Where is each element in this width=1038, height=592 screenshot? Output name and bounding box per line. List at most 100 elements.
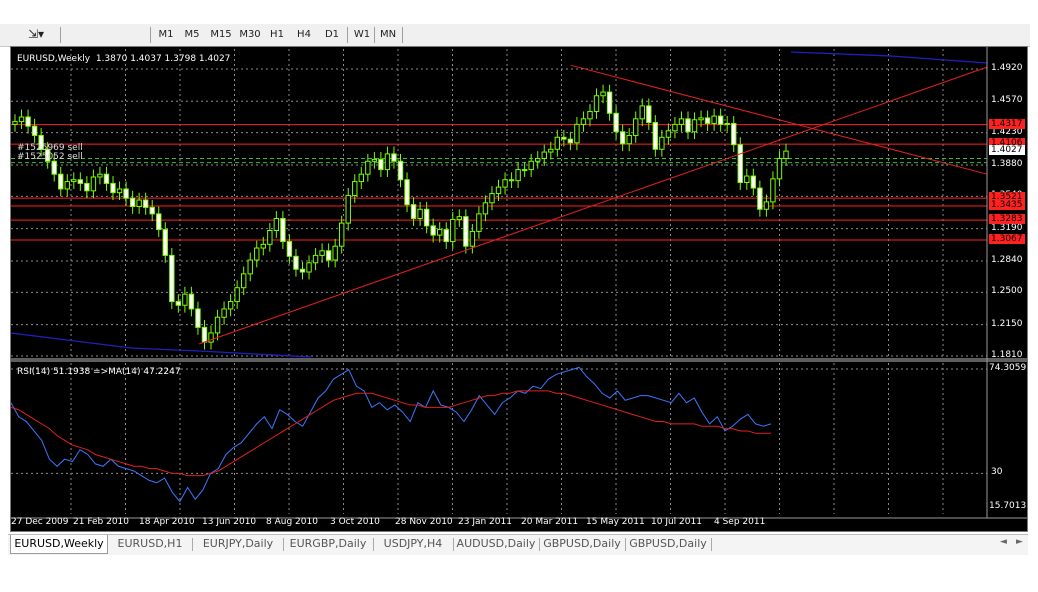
tab-separator	[373, 538, 374, 551]
candle-body	[502, 179, 508, 188]
candle-body	[704, 117, 711, 124]
timeframe-toolbar: ⇲▾ M1 M5 M15 M30 H1 H4 D1 W1 MN	[0, 24, 1030, 47]
date-axis-label: 23 Jan 2011	[458, 517, 512, 527]
blue-trendline	[11, 332, 312, 358]
candle-body	[744, 175, 750, 184]
candle-body	[574, 123, 580, 144]
tab-eurjpy-daily[interactable]: EURJPY,Daily	[202, 537, 274, 550]
candle-body	[195, 308, 201, 328]
price-axis-label: 1.3190	[991, 222, 1023, 233]
toolbar-separator	[60, 27, 61, 43]
tab-gbpusd-daily-2[interactable]: GBPUSD,Daily	[629, 537, 707, 550]
level-price-label: 1.3067	[989, 234, 1025, 244]
tab-separator	[539, 538, 540, 551]
candle-body	[299, 268, 306, 273]
candle-body	[371, 158, 378, 162]
date-axis-label: 15 May 2011	[586, 517, 645, 527]
toolbar-separator	[402, 27, 403, 43]
date-axis-label: 10 Jul 2011	[651, 517, 702, 527]
cursor-tool-icon[interactable]: ⇲▾	[27, 27, 45, 41]
candle-body	[90, 176, 97, 192]
candle-body	[110, 182, 116, 194]
timeframe-h1-button[interactable]: H1	[270, 29, 284, 40]
candle-body	[116, 188, 123, 194]
tab-eurgbp-daily[interactable]: EURGBP,Daily	[289, 537, 367, 550]
timeframe-m1-button[interactable]: M1	[158, 29, 174, 40]
candle-body	[18, 116, 25, 123]
candle-body	[273, 217, 280, 231]
candle-body	[84, 182, 90, 192]
rsi-header-label: RSI(14) 51.1938 =>MA(14) 47.2247	[17, 367, 181, 377]
candle-body	[201, 326, 208, 343]
candle-body	[227, 301, 234, 310]
candle-body	[44, 148, 51, 162]
level-price-label: 1.4106	[989, 138, 1025, 149]
candle-body	[338, 222, 345, 247]
candle-body	[717, 115, 724, 125]
candle-body	[443, 229, 449, 243]
candle-body	[175, 301, 182, 306]
timeframe-m30-button[interactable]: M30	[239, 29, 261, 40]
candle-body	[129, 197, 136, 208]
timeframe-m15-button[interactable]: M15	[210, 29, 232, 40]
tab-scroll-right-icon[interactable]: ►	[1016, 537, 1023, 547]
tab-scroll-left-icon[interactable]: ◄	[1000, 537, 1007, 547]
candle-body	[345, 194, 351, 224]
tab-audusd-daily[interactable]: AUDUSD,Daily	[456, 537, 536, 550]
candle-body	[423, 208, 430, 227]
chart-tabs-bar: EURUSD,Weekly EURUSD,H1 EURJPY,Daily EUR…	[8, 534, 1028, 555]
tab-eurusd-h1[interactable]: EURUSD,H1	[117, 537, 183, 550]
price-chart-canvas[interactable]	[11, 47, 1027, 531]
level-price-label: 1.4317	[989, 118, 1025, 129]
candle-body	[260, 243, 266, 249]
candle-body	[535, 158, 541, 162]
candle-body	[319, 250, 325, 256]
candle-body	[731, 122, 737, 146]
candle-body	[162, 229, 168, 256]
date-axis-label: 21 Feb 2010	[73, 517, 130, 527]
candle-body	[482, 202, 489, 215]
candle-body	[188, 293, 195, 310]
candle-body	[554, 136, 561, 150]
candle-body	[240, 273, 247, 289]
candle-body	[142, 199, 149, 208]
timeframe-m5-button[interactable]: M5	[184, 29, 200, 40]
candle-body	[489, 193, 495, 204]
candle-body	[325, 250, 332, 261]
price-axis-label: 1.4920	[991, 63, 1023, 73]
date-axis-label: 18 Apr 2010	[139, 517, 195, 527]
candle-body	[521, 169, 528, 172]
candle-body	[613, 112, 619, 133]
candle-body	[619, 131, 626, 145]
tab-separator	[192, 538, 193, 551]
candle-body	[397, 160, 404, 181]
timeframe-w1-button[interactable]: W1	[353, 29, 371, 40]
candle-body	[783, 150, 789, 160]
tab-eurusd-weekly[interactable]: EURUSD,Weekly	[10, 535, 108, 554]
timeframe-h4-button[interactable]: H4	[297, 29, 311, 40]
candle-body	[365, 160, 371, 175]
tab-separator	[711, 538, 712, 551]
tab-separator	[283, 538, 284, 551]
date-axis-label: 13 Jun 2010	[202, 517, 257, 527]
date-axis-label: 20 Mar 2011	[521, 517, 579, 527]
candle-body	[508, 179, 515, 182]
order-label: #1525052 sell	[17, 152, 83, 162]
candle-body	[391, 153, 397, 162]
timeframe-mn-button[interactable]: MN	[379, 29, 397, 40]
timeframe-d1-button[interactable]: D1	[324, 29, 340, 40]
candle-body	[691, 119, 698, 133]
chart-window[interactable]: EURUSD,Weekly 1.3870 1.4037 1.3798 1.402…	[10, 46, 1028, 532]
tab-gbpusd-daily[interactable]: GBPUSD,Daily	[543, 537, 621, 550]
candle-body	[51, 160, 57, 175]
candle-body	[312, 254, 319, 264]
price-axis-label: 1.2840	[991, 254, 1023, 265]
rsi-axis-label: 30	[991, 467, 1003, 478]
candle-body	[417, 208, 423, 219]
tab-usdjpy-h4[interactable]: USDJPY,H4	[383, 537, 443, 550]
candle-body	[182, 293, 188, 306]
candle-body	[587, 110, 593, 120]
price-axis-label: 1.4230	[991, 126, 1023, 137]
candle-body	[267, 229, 273, 245]
date-axis-label: 3 Oct 2010	[330, 517, 380, 527]
